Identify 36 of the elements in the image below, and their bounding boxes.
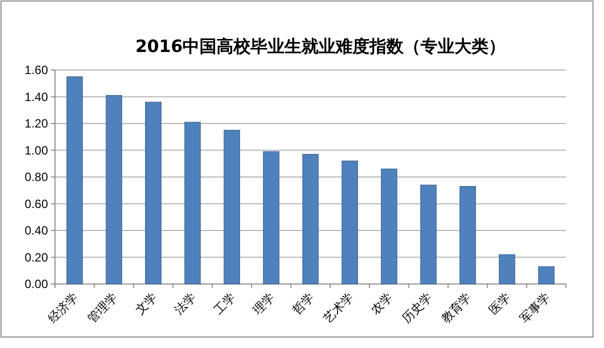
y-tick-label: 0.40 bbox=[24, 224, 48, 238]
bar bbox=[66, 76, 83, 284]
bar bbox=[145, 102, 162, 284]
bar bbox=[224, 130, 240, 284]
bar bbox=[380, 168, 398, 284]
x-tick-label: 工学 bbox=[211, 290, 238, 318]
bar bbox=[538, 266, 555, 284]
x-tick-label: 法学 bbox=[172, 290, 199, 318]
chart-title: 2016中国高校毕业生就业难度指数（专业大类） bbox=[135, 37, 506, 57]
y-tick-label: 1.60 bbox=[24, 63, 48, 78]
y-tick-label: 1.40 bbox=[24, 90, 48, 104]
x-tick-label: 教育学 bbox=[438, 290, 474, 326]
x-tick-label: 管理学 bbox=[84, 290, 120, 326]
y-tick-label: 0.20 bbox=[24, 250, 48, 264]
bar bbox=[302, 154, 319, 284]
bar bbox=[342, 160, 358, 284]
y-tick-label: 1.00 bbox=[24, 143, 48, 158]
x-tick-label: 哲学 bbox=[290, 290, 317, 318]
y-tick-label: 0.80 bbox=[24, 170, 48, 184]
x-tick-label: 经济学 bbox=[45, 290, 81, 326]
x-tick-label: 军事学 bbox=[517, 290, 552, 326]
bar bbox=[184, 122, 201, 284]
y-tick-label: 1.20 bbox=[24, 116, 48, 131]
x-tick-label: 理学 bbox=[250, 290, 278, 318]
y-tick-label: 0.00 bbox=[24, 277, 48, 292]
bar bbox=[106, 95, 122, 284]
x-tick-label: 艺术学 bbox=[320, 290, 356, 326]
x-tick-label: 历史学 bbox=[399, 290, 435, 326]
bar bbox=[263, 151, 280, 284]
bar bbox=[420, 184, 437, 284]
bar bbox=[460, 186, 476, 284]
bar bbox=[498, 254, 516, 284]
y-tick-label: 0.60 bbox=[24, 196, 48, 211]
x-tick-label: 文学 bbox=[132, 290, 160, 318]
x-tick-label: 农学 bbox=[368, 290, 396, 318]
x-tick-label: 医学 bbox=[486, 290, 514, 318]
